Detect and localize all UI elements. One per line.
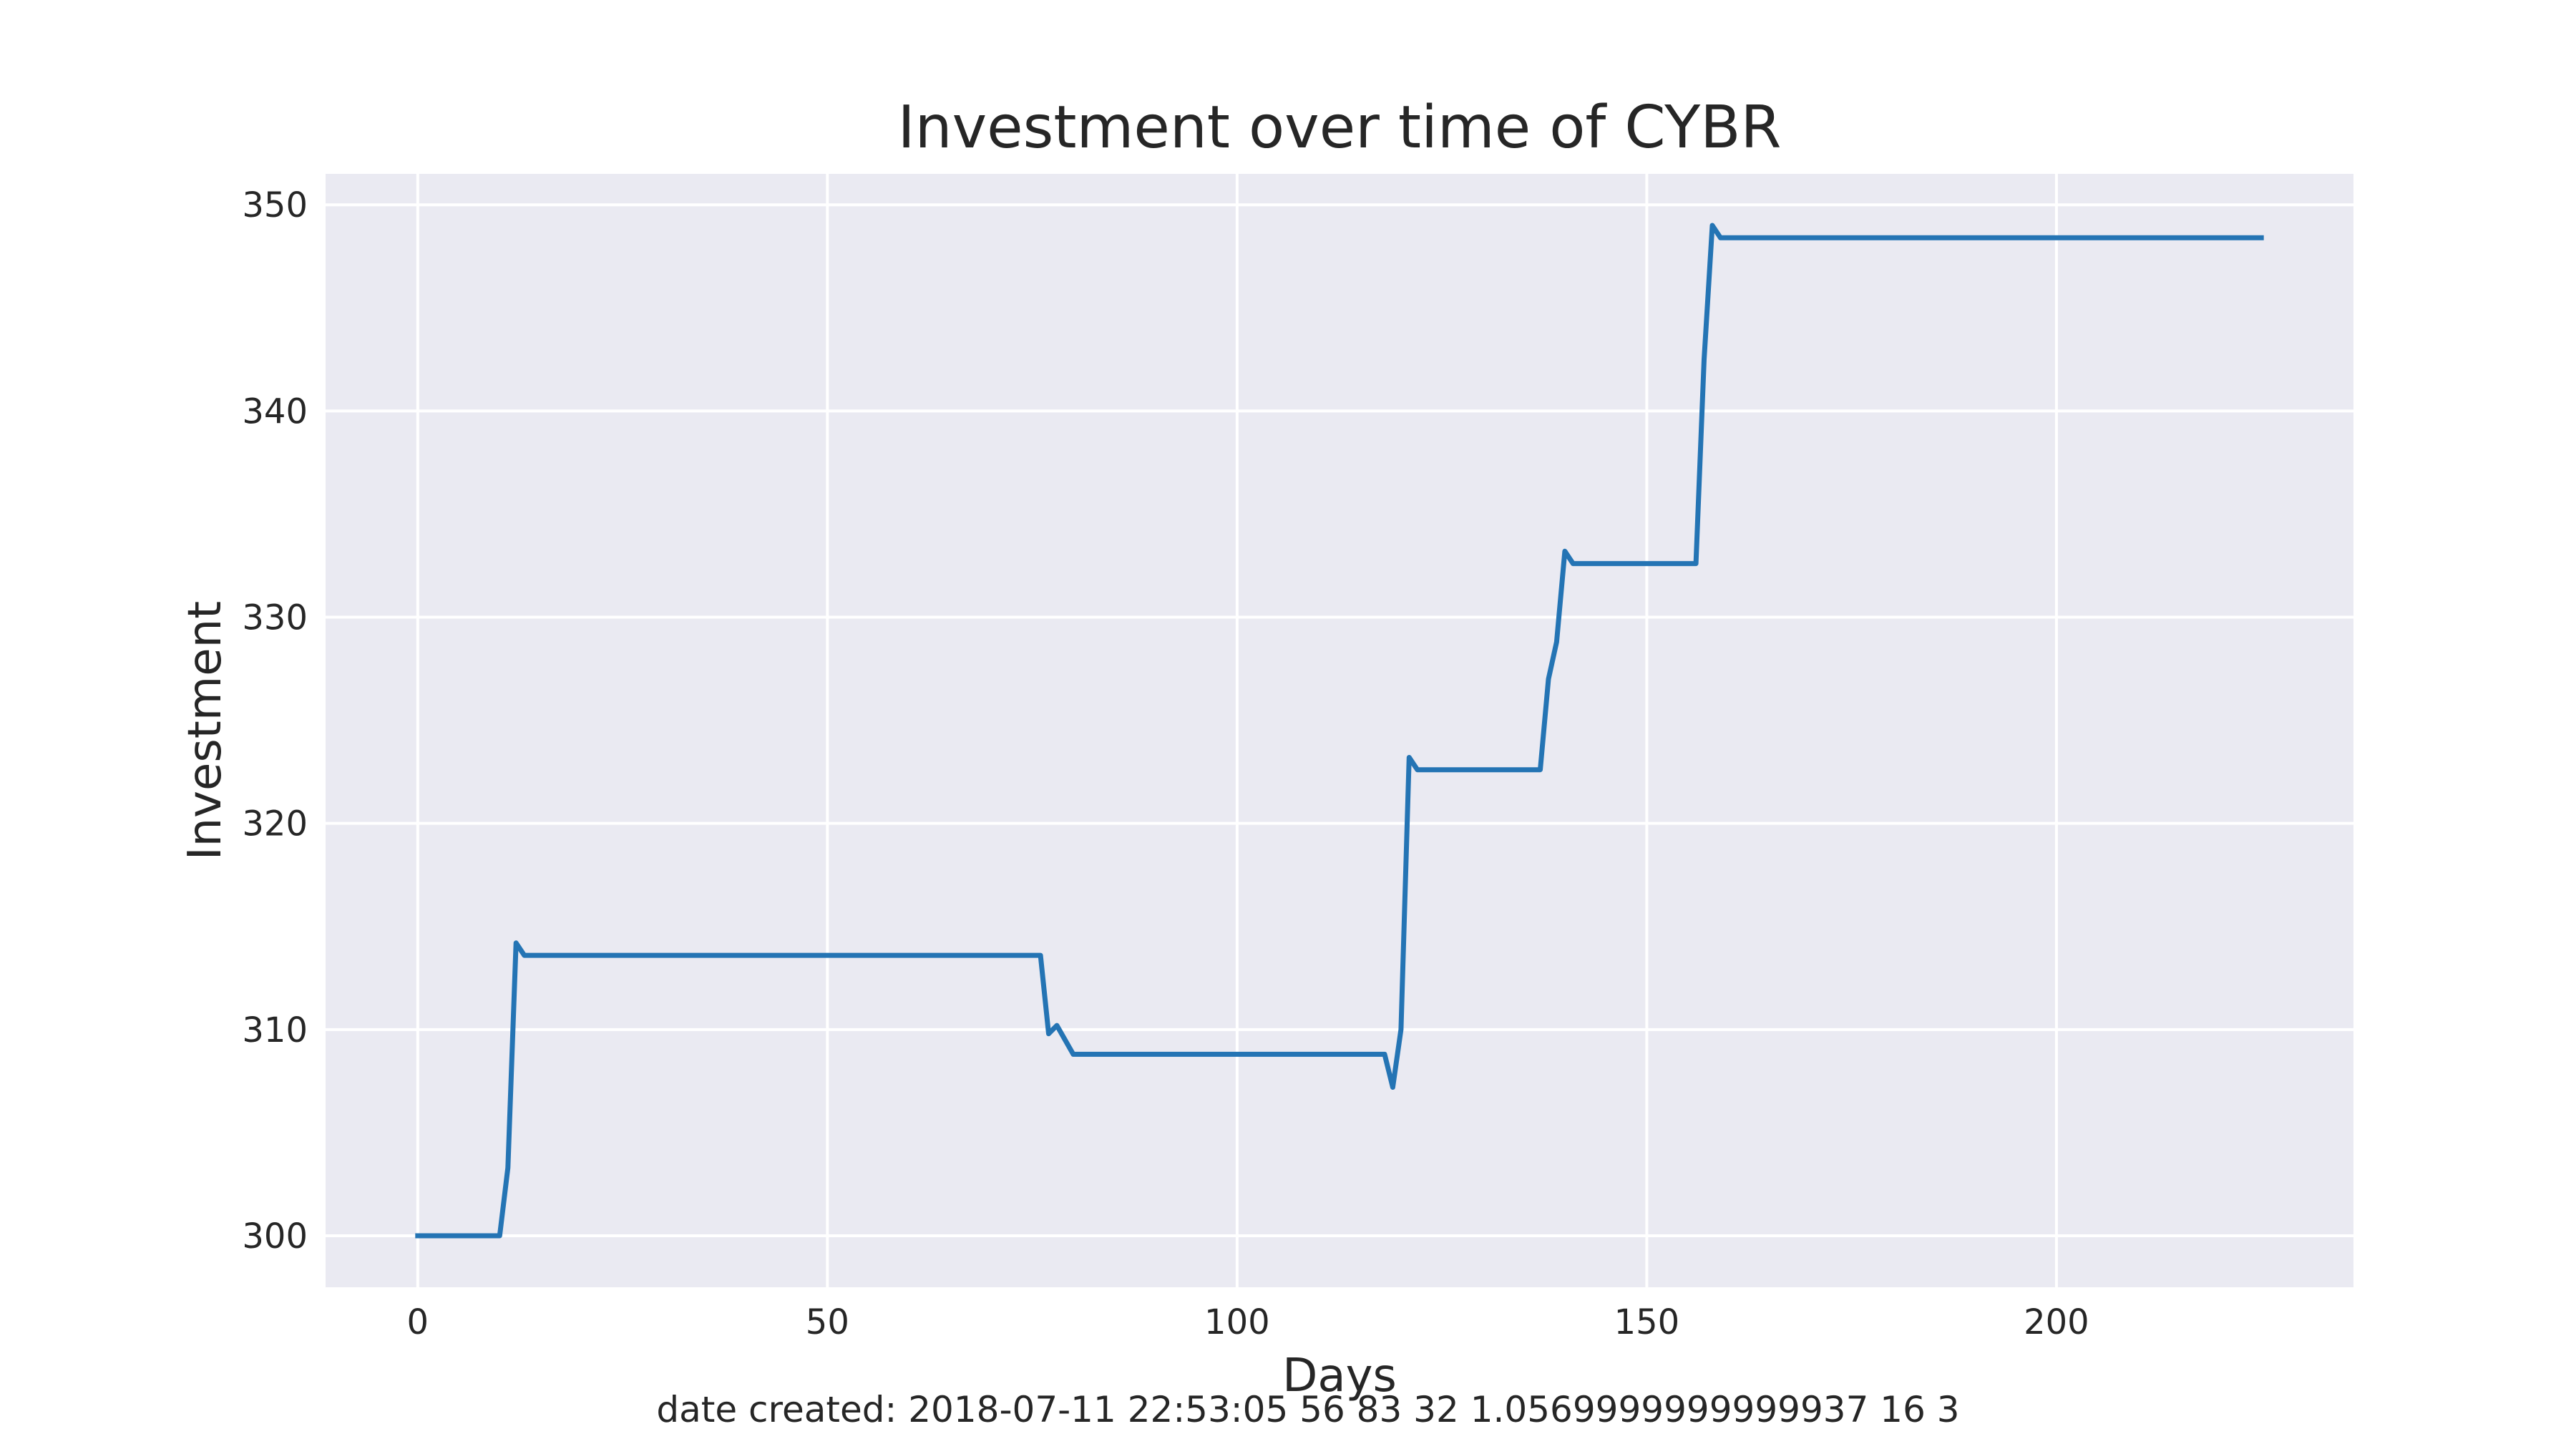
y-tick-label: 330 <box>242 598 308 638</box>
x-tick-label: 50 <box>806 1302 849 1342</box>
tick-labels: 0 50 100 150 200 300 310 320 330 340 350 <box>242 185 2089 1342</box>
grid-lines <box>326 174 2353 1287</box>
plot-area <box>326 174 2353 1287</box>
y-tick-label: 350 <box>242 185 308 225</box>
footer-date-created: date created: 2018-07-11 22:53:05 56 83 … <box>656 1389 1959 1430</box>
y-tick-label: 310 <box>242 1010 308 1050</box>
y-tick-label: 340 <box>242 391 308 431</box>
x-tick-label: 200 <box>2024 1302 2089 1342</box>
series-layer <box>415 223 2264 1239</box>
chart-title: Investment over time of CYBR <box>897 94 1781 162</box>
y-axis-label: Investment <box>179 601 232 861</box>
x-tick-label: 100 <box>1204 1302 1270 1342</box>
x-axis-label: Days <box>1282 1350 1397 1402</box>
x-tick-label: 150 <box>1614 1302 1680 1342</box>
y-tick-label: 320 <box>242 804 308 844</box>
x-tick-label: 0 <box>407 1302 429 1342</box>
series-line <box>415 223 2264 1239</box>
y-tick-label: 300 <box>242 1216 308 1257</box>
